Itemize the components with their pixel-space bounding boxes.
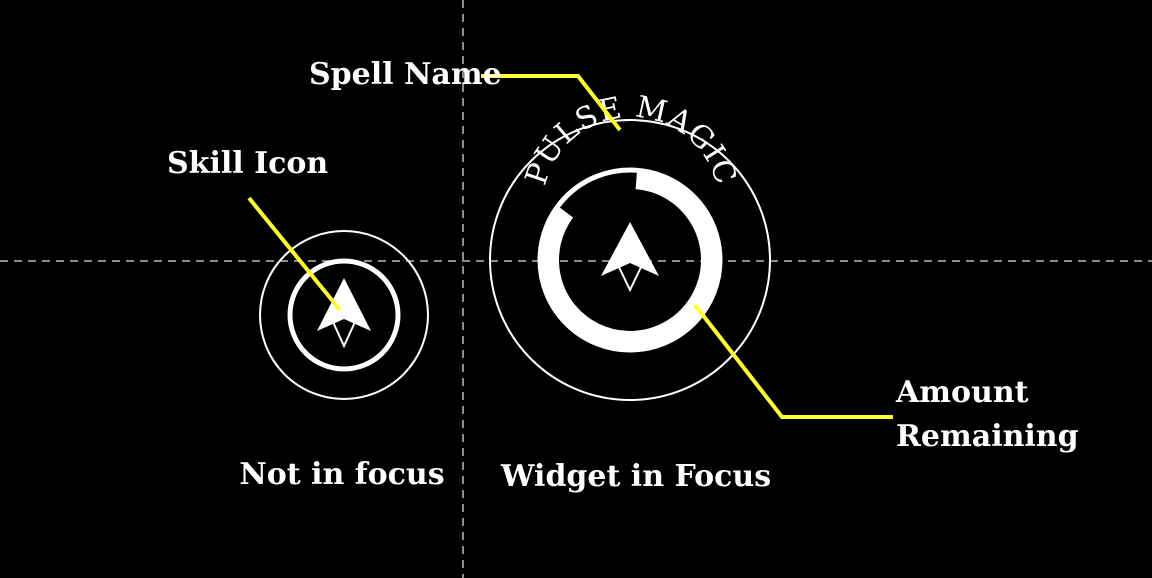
skill-icon-label: Skill Icon bbox=[167, 146, 328, 181]
widget-in-focus-label: Widget in Focus bbox=[500, 459, 771, 494]
arrow-up-icon bbox=[317, 278, 371, 349]
unfocused-widget bbox=[259, 230, 429, 400]
amount-remaining-callout-line bbox=[693, 303, 893, 419]
focused-widget: PULSE MAGIC bbox=[489, 90, 771, 401]
unfocused-inner-ring bbox=[287, 258, 401, 372]
amount-label: Amount bbox=[895, 375, 1029, 410]
spell-title-text: PULSE MAGIC bbox=[519, 90, 743, 190]
spell-name-label: Spell Name bbox=[309, 57, 502, 92]
focused-outer-ring bbox=[489, 119, 771, 401]
spell-title-arc: PULSE MAGIC bbox=[519, 90, 742, 190]
skill-icon-callout-line bbox=[247, 196, 342, 312]
unfocused-outer-ring bbox=[259, 230, 429, 400]
remaining-label: Remaining bbox=[896, 419, 1079, 454]
amount-remaining-arc bbox=[541, 171, 719, 349]
not-in-focus-label: Not in focus bbox=[239, 457, 444, 492]
focused-inner-ring bbox=[537, 167, 723, 353]
arrow-up-icon bbox=[601, 222, 659, 293]
spell-name-callout-line bbox=[481, 74, 622, 132]
